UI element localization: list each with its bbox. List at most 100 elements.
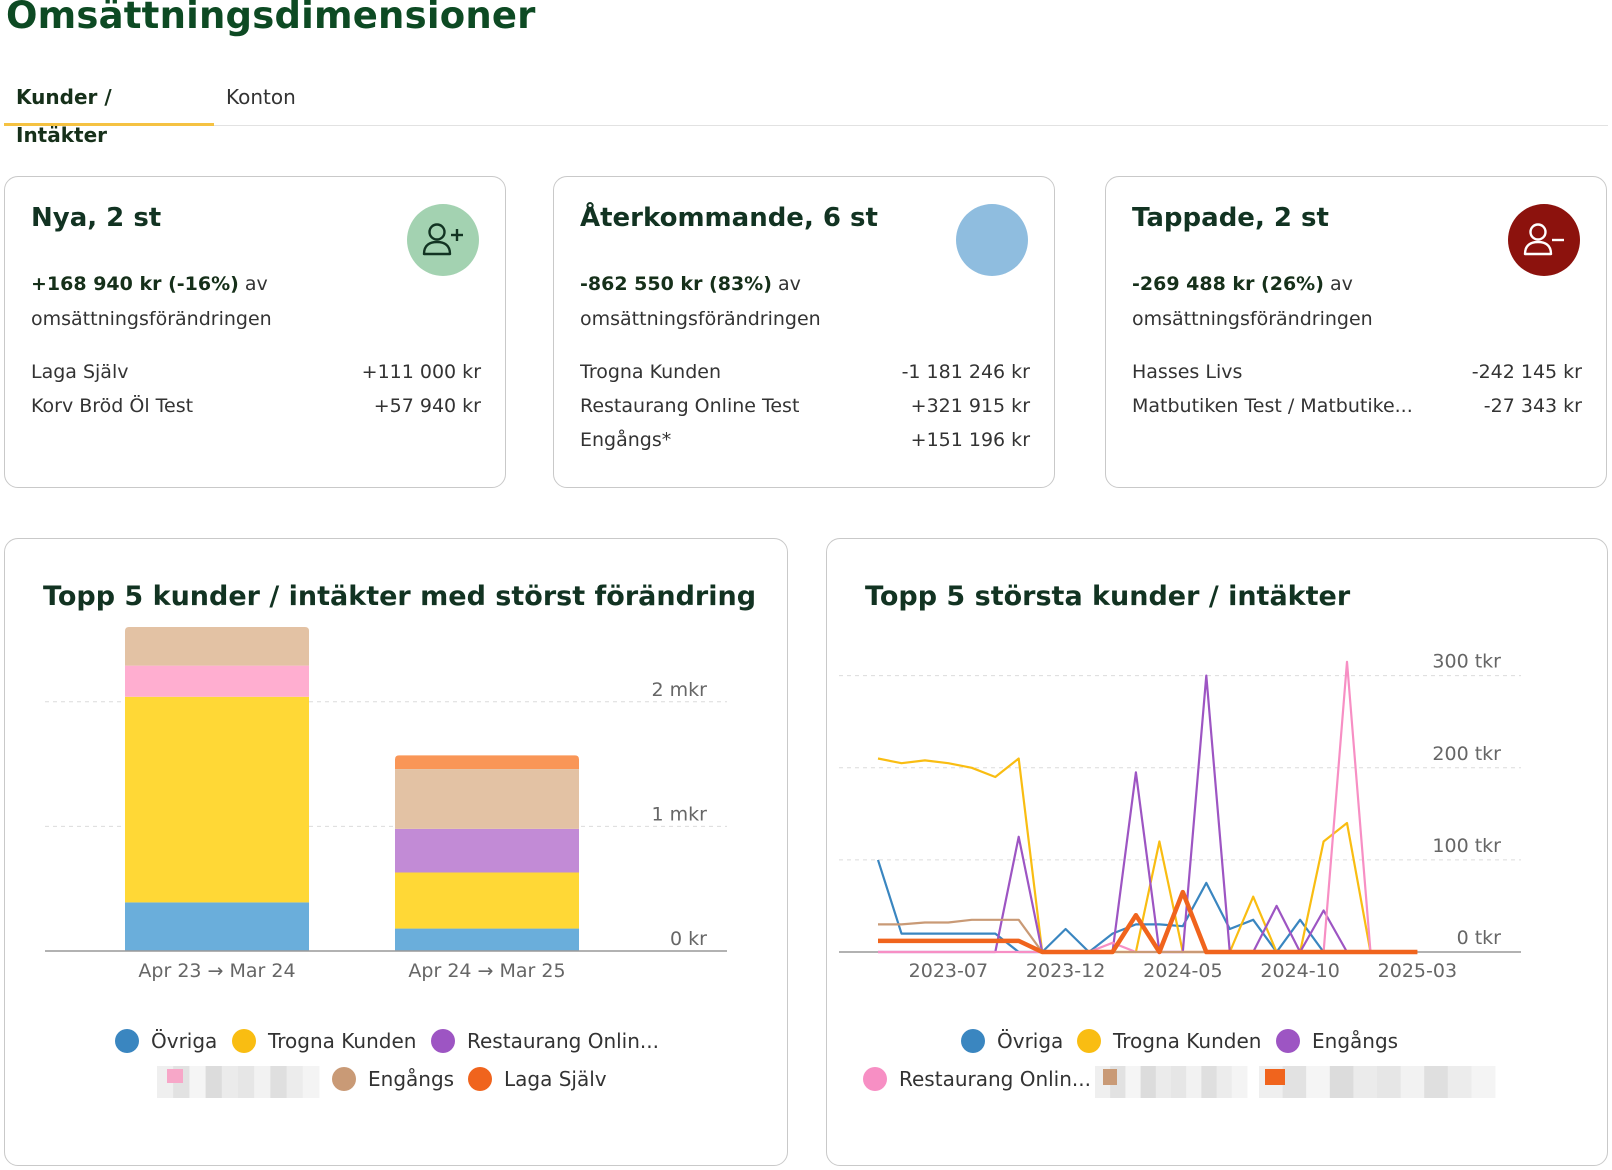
x-tick-label: 2023-07 <box>909 960 988 982</box>
y-tick-label: 200 tkr <box>1432 743 1501 765</box>
card-lost-customers: Tappade, 2 st -269 488 kr (26%) av omsät… <box>1105 176 1607 488</box>
series-line <box>876 859 1418 954</box>
card-rows: Laga Själv +111 000 kr Korv Bröd Öl Test +… <box>31 355 481 423</box>
series-line <box>878 674 1418 954</box>
blurred-legend-entry <box>1095 1066 1248 1098</box>
legend-label: Laga Själv <box>504 1067 607 1091</box>
legend-label: Engångs <box>368 1067 454 1091</box>
x-tick-label: Apr 23 → Mar 24 <box>138 960 295 982</box>
card-summary: -862 550 kr (83%) av omsättningsförändri… <box>580 267 1020 337</box>
chart-card-top5-change: Topp 5 kunder / intäkter med störst förä… <box>4 538 788 1166</box>
list-item: Restaurang Online Test +321 915 kr <box>580 389 1030 423</box>
blurred-cell <box>1155 1066 1172 1098</box>
chart-card-top5-largest: Topp 5 största kunder / intäkter 0 tkr 10… <box>826 538 1608 1166</box>
blurred-legend-marker <box>167 1069 183 1083</box>
y-tick-label: 1 mkr <box>652 803 708 825</box>
card-title: Nya, 2 st <box>31 203 162 233</box>
blurred-cell <box>1329 1066 1354 1098</box>
row-value: +57 940 kr <box>373 395 481 417</box>
blurred-cell <box>1125 1066 1142 1098</box>
legend-marker <box>1276 1029 1300 1053</box>
list-item: Korv Bröd Öl Test +57 940 kr <box>31 389 481 423</box>
bar-segment <box>395 928 579 951</box>
tab-konton[interactable]: Konton <box>226 85 296 109</box>
card-amount-suffix: av <box>1323 273 1353 295</box>
card-summary-line2: omsättningsförändringen <box>31 308 272 330</box>
bar-segment <box>125 627 309 666</box>
stacked-bar-chart: 0 kr 1 mkr 2 mkr Apr 23 → Mar 24 Apr 24 → Ma… <box>45 627 727 1098</box>
blurred-cell <box>1140 1066 1157 1098</box>
blurred-cell <box>270 1066 288 1098</box>
card-amount: -269 488 kr (26%) <box>1132 273 1324 295</box>
row-name: Laga Själv <box>31 361 129 383</box>
blurred-cell <box>1471 1066 1496 1098</box>
list-item: Hasses Livs -242 145 kr <box>1132 355 1582 389</box>
legend-label: Restaurang Onlin... <box>467 1029 659 1053</box>
legend-marker <box>431 1029 455 1053</box>
legend-marker <box>468 1067 492 1091</box>
bar-segment <box>395 828 579 873</box>
tab-bar: Kunder / Intäkter Konton <box>4 78 1608 147</box>
x-tick-label: 2023-12 <box>1026 960 1105 982</box>
blurred-cell <box>1282 1066 1307 1098</box>
list-item: Trogna Kunden -1 181 246 kr <box>580 355 1030 389</box>
card-rows: Trogna Kunden -1 181 246 kr Restaurang On… <box>580 355 1030 457</box>
x-tick-label: 2025-03 <box>1378 960 1457 982</box>
blurred-cell <box>286 1066 304 1098</box>
blurred-cell <box>1353 1066 1378 1098</box>
row-value: -27 343 kr <box>1483 395 1582 417</box>
blurred-legend-entry <box>1259 1066 1496 1098</box>
series-line <box>877 757 1418 954</box>
y-tick-label: 0 kr <box>670 928 707 950</box>
row-name: Matbutiken Test / Matbutike... <box>1132 395 1413 417</box>
list-item: Matbutiken Test / Matbutike... -27 343 kr <box>1132 389 1582 423</box>
blurred-cell <box>1186 1066 1202 1098</box>
y-tick-label: 0 tkr <box>1457 927 1502 949</box>
legend-marker <box>115 1029 139 1053</box>
row-name: Korv Bröd Öl Test <box>31 395 194 417</box>
card-amount: +168 940 kr (-16%) <box>31 273 239 295</box>
legend-marker <box>1077 1029 1101 1053</box>
chart-title: Topp 5 kunder / intäkter med störst förä… <box>43 581 757 612</box>
row-name: Hasses Livs <box>1132 361 1243 383</box>
card-title: Återkommande, 6 st <box>580 203 878 233</box>
card-new-customers: Nya, 2 st +168 940 kr (-16%) av omsättni… <box>4 176 506 488</box>
row-name: Engångs* <box>580 429 672 451</box>
card-summary-line2: omsättningsförändringen <box>1132 308 1373 330</box>
blurred-legend-marker <box>1103 1069 1117 1085</box>
chart-title: Topp 5 största kunder / intäkter <box>865 581 1351 612</box>
card-amount: -862 550 kr (83%) <box>580 273 772 295</box>
legend-label: Engångs <box>1312 1029 1398 1053</box>
blurred-cell <box>189 1066 207 1098</box>
row-value: +151 196 kr <box>910 429 1030 451</box>
x-tick-label: Apr 24 → Mar 25 <box>408 960 565 982</box>
blurred-cell <box>302 1066 320 1098</box>
blurred-cell <box>254 1066 271 1098</box>
y-tick-label: 100 tkr <box>1432 835 1501 857</box>
blurred-cell <box>1201 1066 1218 1098</box>
row-name: Restaurang Online Test <box>580 395 800 417</box>
line-chart: 0 tkr 100 tkr 200 tkr 300 tkr 2023-07 2023-12… <box>839 651 1521 1098</box>
card-rows: Hasses Livs -242 145 kr Matbutiken Test /… <box>1132 355 1582 423</box>
legend-label: Trogna Kunden <box>267 1029 416 1053</box>
tab-kunder-intakter[interactable]: Kunder / Intäkter <box>4 78 214 147</box>
row-value: -1 181 246 kr <box>901 361 1030 383</box>
user-plus-icon <box>407 204 479 276</box>
bar-segment <box>125 902 309 951</box>
bar-segment <box>395 872 579 929</box>
blurred-cell <box>238 1066 255 1098</box>
bar-segment <box>395 755 579 770</box>
blurred-cell <box>1216 1066 1233 1098</box>
card-summary: -269 488 kr (26%) av omsättningsförändri… <box>1132 267 1572 337</box>
series-line <box>878 660 1418 954</box>
list-item: Engångs* +151 196 kr <box>580 423 1030 457</box>
blurred-cell <box>1377 1066 1402 1098</box>
bar-segment <box>395 769 579 829</box>
blurred-cell <box>1306 1066 1331 1098</box>
legend-label: Trogna Kunden <box>1112 1029 1261 1053</box>
blurred-cell <box>221 1066 239 1098</box>
y-tick-label: 2 mkr <box>652 679 708 701</box>
page-title: Omsättningsdimensioner <box>6 0 536 37</box>
card-summary: +168 940 kr (-16%) av omsättningsförändr… <box>31 267 471 337</box>
card-summary-line2: omsättningsförändringen <box>580 308 821 330</box>
